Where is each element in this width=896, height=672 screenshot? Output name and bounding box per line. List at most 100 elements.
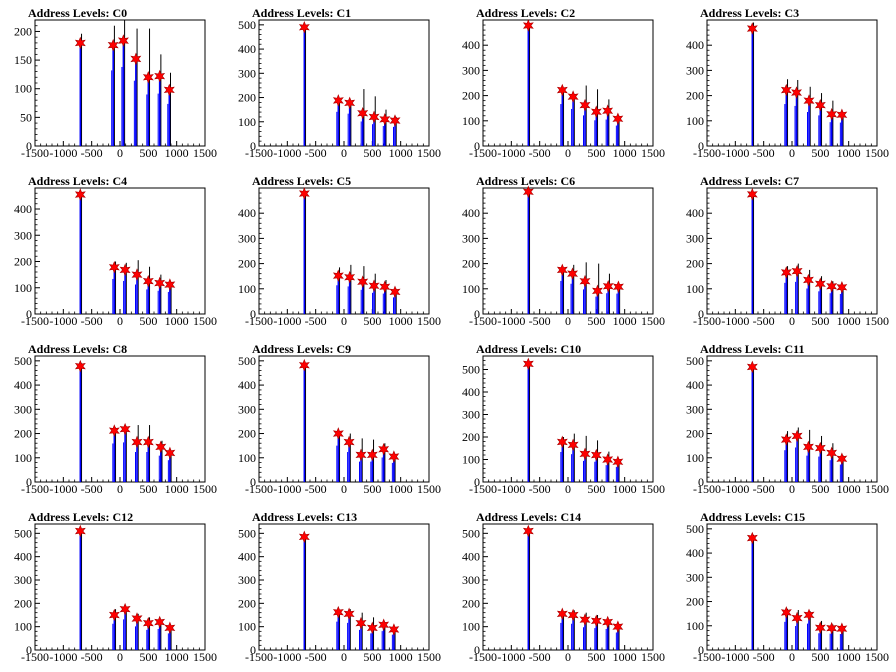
y-tick-label: 300	[462, 408, 480, 422]
peak-marker	[164, 278, 176, 291]
y-tick-label: 100	[238, 282, 256, 296]
x-tick-label: 1500	[865, 314, 889, 328]
x-tick-label: -1000	[721, 482, 749, 496]
y-tick-label: 200	[238, 91, 256, 105]
y-tick-label: 200	[686, 595, 704, 609]
peak-marker	[74, 188, 86, 201]
x-tick-label: -500	[305, 482, 327, 496]
x-tick-label: 500	[139, 650, 157, 664]
x-tick-label: 1500	[641, 146, 665, 160]
peak-marker	[131, 612, 143, 625]
peak-marker	[142, 71, 154, 84]
peak-marker	[579, 447, 591, 461]
peak-marker	[154, 69, 166, 83]
peak-marker	[357, 275, 369, 288]
x-tick-label: 1000	[613, 146, 637, 160]
y-tick-label: 200	[686, 257, 704, 271]
peak-marker	[602, 280, 614, 293]
x-tick-label: -1500	[469, 482, 497, 496]
peak-marker	[522, 524, 534, 538]
chart-panel-c3: Address Levels: C3 0 100 200 300 400 -1500 -100…	[686, 6, 889, 160]
peak-marker	[163, 83, 175, 97]
x-tick-label: -1500	[21, 482, 49, 496]
y-tick-label: 400	[238, 550, 256, 564]
peak-marker	[366, 621, 378, 635]
peak-marker	[791, 429, 803, 443]
x-tick-label: -1500	[693, 314, 721, 328]
x-tick-label: 1500	[193, 314, 217, 328]
peak-marker	[590, 614, 602, 628]
chart-panel-c4: Address Levels: C4 0 100 200 300 400 -1500 -100…	[14, 174, 217, 328]
peak-marker	[814, 277, 826, 291]
plot-frame	[258, 355, 430, 483]
peak-marker	[780, 606, 792, 619]
plot-frame	[706, 355, 878, 483]
x-tick-label: 1000	[165, 482, 189, 496]
peak-marker	[142, 616, 154, 630]
plot-frame	[482, 187, 654, 315]
peak-marker	[298, 530, 310, 544]
chart-title: Address Levels: C0	[28, 6, 127, 20]
peak-marker	[298, 187, 310, 200]
peak-marker	[388, 450, 400, 463]
chart-title: Address Levels: C7	[700, 174, 799, 188]
x-tick-label: -1500	[693, 650, 721, 664]
peak-marker	[613, 280, 624, 294]
y-tick-label: 0	[474, 307, 480, 321]
x-tick-label: 0	[565, 650, 571, 664]
x-tick-label: 0	[789, 314, 795, 328]
y-tick-label: 100	[462, 453, 480, 467]
y-tick-label: 200	[14, 596, 32, 610]
chart-title: Address Levels: C3	[700, 6, 799, 20]
x-tick-label: -1000	[49, 146, 77, 160]
peak-marker	[388, 623, 400, 636]
y-tick-label: 500	[14, 354, 32, 368]
x-tick-label: -500	[753, 482, 775, 496]
chart-panel-c13: Address Levels: C13 0 100 200 300 400 500 -1500…	[238, 510, 441, 664]
x-tick-label: 1000	[389, 482, 413, 496]
x-tick-label: 0	[117, 650, 123, 664]
y-tick-label: 400	[462, 38, 480, 52]
x-tick-label: -500	[305, 650, 327, 664]
peak-marker	[154, 276, 166, 290]
y-tick-label: 300	[462, 63, 480, 77]
y-tick-label: 500	[14, 526, 32, 540]
peak-marker	[357, 107, 369, 120]
peak-marker	[142, 274, 154, 288]
peak-marker	[366, 448, 378, 462]
x-tick-label: 0	[565, 146, 571, 160]
x-tick-label: -500	[753, 314, 775, 328]
peak-marker	[602, 104, 614, 117]
chart-title: Address Levels: C10	[476, 342, 581, 356]
peak-marker	[142, 435, 154, 449]
chart-panel-c2: Address Levels: C2 0 100 200 300 400 -1500 -100…	[462, 6, 665, 160]
chart-title: Address Levels: C5	[252, 174, 351, 188]
peak-marker	[746, 531, 758, 545]
x-tick-label: 1000	[165, 650, 189, 664]
x-tick-label: -500	[305, 146, 327, 160]
y-tick-label: 300	[686, 402, 704, 416]
x-tick-label: 1500	[865, 146, 889, 160]
y-tick-label: 300	[14, 573, 32, 587]
peak-marker	[826, 446, 838, 460]
y-tick-label: 400	[686, 206, 704, 220]
y-tick-label: 300	[686, 570, 704, 584]
x-tick-label: -500	[529, 650, 551, 664]
peak-marker	[780, 83, 792, 97]
y-tick-label: 300	[14, 228, 32, 242]
x-tick-label: -500	[753, 146, 775, 160]
x-tick-label: 0	[565, 314, 571, 328]
y-tick-label: 200	[686, 89, 704, 103]
y-tick-label: 0	[474, 643, 480, 657]
peak-marker	[389, 114, 401, 127]
peak-marker	[814, 621, 826, 634]
peak-marker	[108, 608, 120, 622]
plot-frame	[34, 523, 206, 651]
y-tick-label: 200	[462, 430, 480, 444]
chart-panel-c11: Address Levels: C11 0 100 200 300 400 500 -1500…	[686, 342, 889, 496]
x-tick-label: 1000	[837, 314, 861, 328]
peak-marker	[155, 440, 167, 454]
y-tick-label: 0	[250, 139, 256, 153]
x-tick-label: 1500	[641, 650, 665, 664]
x-tick-label: -1500	[693, 482, 721, 496]
